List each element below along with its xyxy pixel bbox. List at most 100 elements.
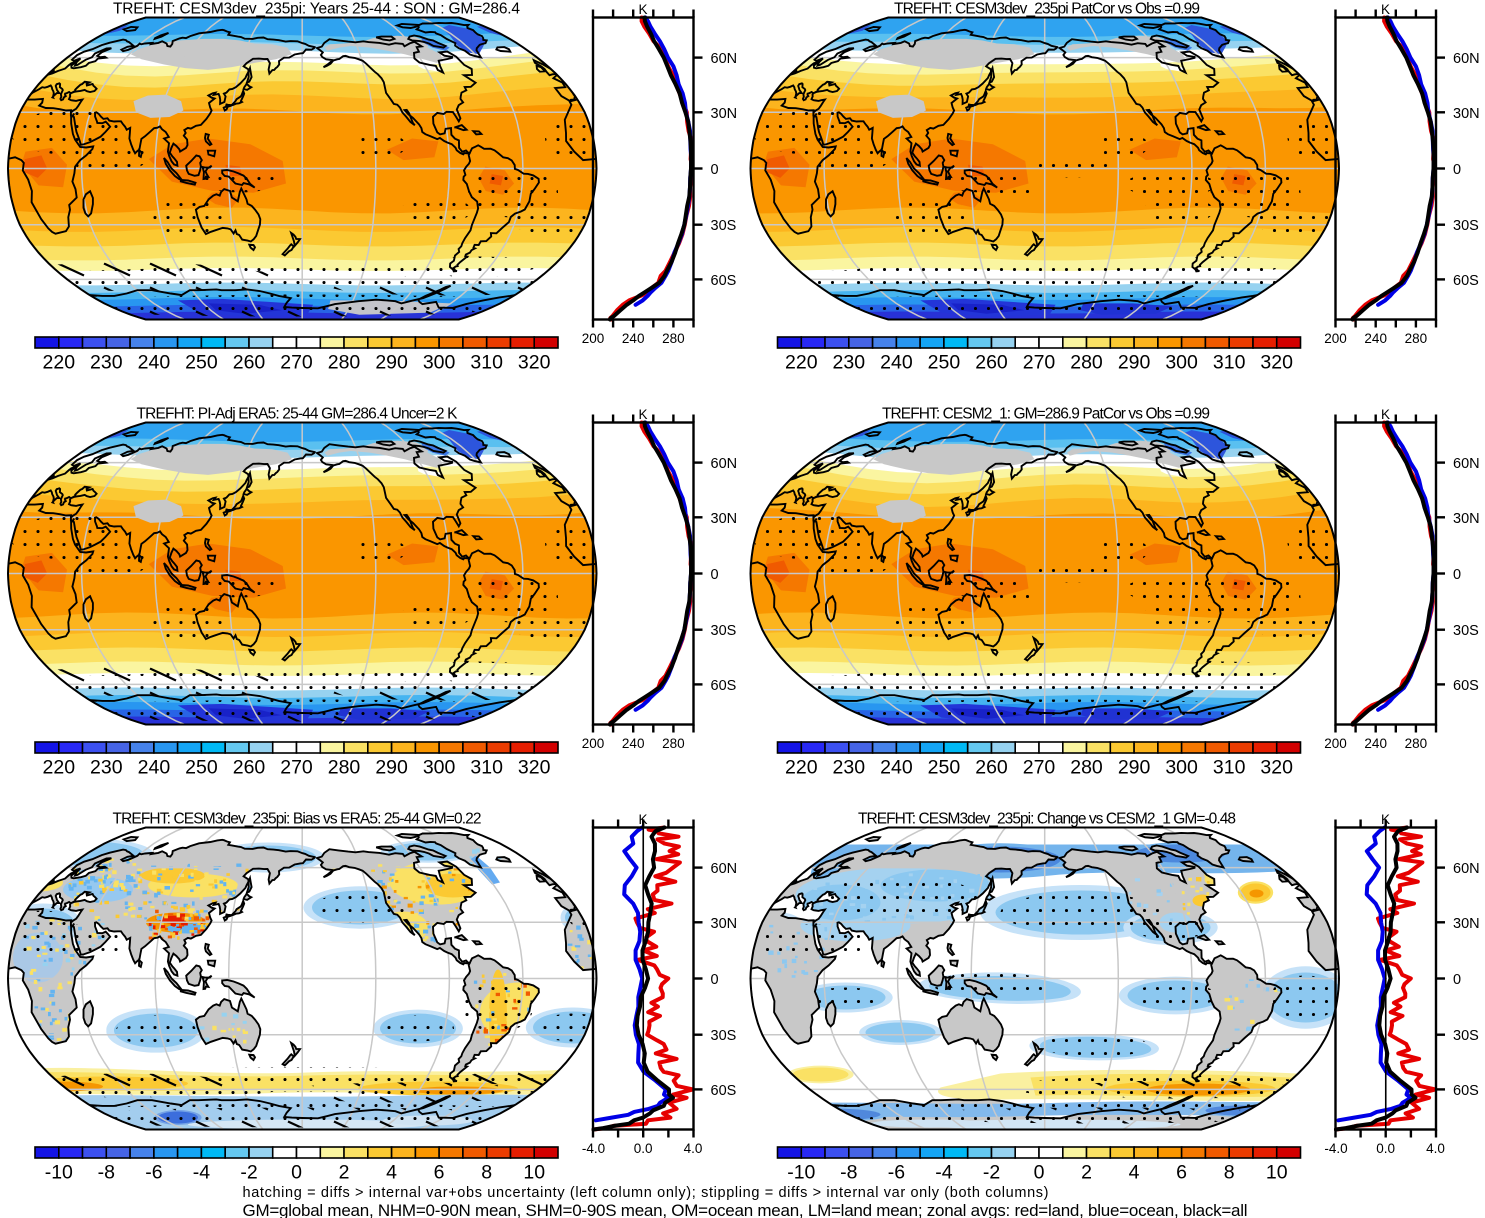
svg-text:280: 280 — [328, 352, 361, 374]
svg-text:4.0: 4.0 — [684, 1141, 703, 1156]
svg-text:60S: 60S — [711, 1083, 737, 1099]
svg-text:220: 220 — [785, 757, 818, 779]
svg-text:0: 0 — [711, 972, 719, 988]
svg-text:290: 290 — [375, 757, 408, 779]
svg-text:250: 250 — [928, 757, 961, 779]
svg-text:0: 0 — [291, 1162, 302, 1184]
svg-text:K: K — [638, 407, 647, 422]
svg-text:230: 230 — [90, 352, 123, 374]
svg-text:30S: 30S — [1453, 623, 1479, 639]
svg-text:0: 0 — [711, 162, 719, 178]
svg-text:2: 2 — [1081, 1162, 1092, 1184]
svg-text:-8: -8 — [98, 1162, 115, 1184]
svg-text:280: 280 — [328, 757, 361, 779]
svg-text:60N: 60N — [711, 51, 738, 67]
svg-text:60N: 60N — [1453, 861, 1480, 877]
svg-text:K: K — [638, 812, 647, 827]
svg-text:30S: 30S — [711, 1028, 737, 1044]
svg-text:-2: -2 — [983, 1162, 1000, 1184]
svg-text:30N: 30N — [1453, 511, 1480, 527]
svg-text:230: 230 — [833, 757, 866, 779]
svg-text:270: 270 — [280, 757, 313, 779]
svg-text:60N: 60N — [711, 861, 738, 877]
svg-text:4: 4 — [386, 1162, 397, 1184]
svg-text:4: 4 — [1129, 1162, 1140, 1184]
svg-text:310: 310 — [470, 352, 503, 374]
svg-text:280: 280 — [1405, 736, 1428, 751]
svg-text:K: K — [638, 2, 647, 17]
svg-text:30S: 30S — [711, 218, 737, 234]
svg-text:30S: 30S — [1453, 218, 1479, 234]
svg-text:280: 280 — [662, 736, 685, 751]
svg-text:-4.0: -4.0 — [582, 1141, 605, 1156]
svg-text:-4: -4 — [935, 1162, 952, 1184]
svg-text:320: 320 — [518, 352, 551, 374]
svg-text:-8: -8 — [840, 1162, 857, 1184]
svg-text:6: 6 — [1176, 1162, 1187, 1184]
svg-text:2: 2 — [339, 1162, 350, 1184]
svg-text:250: 250 — [928, 352, 961, 374]
svg-text:30S: 30S — [1453, 1028, 1479, 1044]
svg-text:8: 8 — [481, 1162, 492, 1184]
svg-text:6: 6 — [434, 1162, 445, 1184]
svg-text:0: 0 — [1453, 972, 1461, 988]
svg-text:TREFHT: PI-Adj ERA5: 25-44 GM=: TREFHT: PI-Adj ERA5: 25-44 GM=286.4 Unce… — [137, 406, 459, 423]
svg-text:280: 280 — [1405, 331, 1428, 346]
svg-text:10: 10 — [1266, 1162, 1288, 1184]
svg-text:200: 200 — [1324, 331, 1347, 346]
svg-text:230: 230 — [90, 757, 123, 779]
svg-text:60S: 60S — [1453, 1083, 1479, 1099]
svg-text:320: 320 — [1260, 757, 1293, 779]
svg-text:260: 260 — [233, 352, 266, 374]
svg-text:240: 240 — [138, 352, 171, 374]
svg-text:280: 280 — [662, 331, 685, 346]
svg-text:270: 270 — [280, 352, 313, 374]
svg-text:310: 310 — [1213, 757, 1246, 779]
svg-text:60N: 60N — [1453, 51, 1480, 67]
svg-text:TREFHT: CESM2_1: GM=286.9 PatC: TREFHT: CESM2_1: GM=286.9 PatCor vs Obs … — [882, 406, 1210, 423]
svg-text:60S: 60S — [711, 273, 737, 289]
svg-text:10: 10 — [523, 1162, 545, 1184]
svg-text:60S: 60S — [1453, 678, 1479, 694]
svg-text:290: 290 — [1118, 757, 1151, 779]
svg-text:30N: 30N — [711, 916, 738, 932]
svg-text:200: 200 — [582, 331, 605, 346]
svg-text:TREFHT: CESM3dev_235pi: Change: TREFHT: CESM3dev_235pi: Change vs CESM2_… — [858, 811, 1236, 828]
svg-text:TREFHT: CESM3dev_235pi PatCor: TREFHT: CESM3dev_235pi PatCor vs Obs =0.… — [894, 1, 1200, 18]
svg-text:290: 290 — [1118, 352, 1151, 374]
svg-text:30N: 30N — [1453, 916, 1480, 932]
svg-text:TREFHT: CESM3dev_235pi: Years: TREFHT: CESM3dev_235pi: Years 25-44 : SO… — [113, 1, 520, 18]
svg-text:240: 240 — [138, 757, 171, 779]
svg-text:30N: 30N — [1453, 106, 1480, 122]
svg-text:220: 220 — [43, 757, 76, 779]
svg-text:240: 240 — [622, 331, 645, 346]
svg-text:200: 200 — [582, 736, 605, 751]
svg-text:K: K — [1381, 2, 1390, 17]
svg-text:-10: -10 — [787, 1162, 815, 1184]
svg-text:60S: 60S — [711, 678, 737, 694]
svg-text:-4: -4 — [193, 1162, 210, 1184]
svg-text:270: 270 — [1023, 352, 1056, 374]
svg-text:60S: 60S — [1453, 273, 1479, 289]
svg-text:260: 260 — [975, 352, 1008, 374]
svg-text:240: 240 — [1364, 331, 1387, 346]
svg-text:230: 230 — [833, 352, 866, 374]
svg-text:-4.0: -4.0 — [1324, 1141, 1347, 1156]
svg-text:250: 250 — [185, 352, 218, 374]
svg-text:290: 290 — [375, 352, 408, 374]
svg-text:0.0: 0.0 — [634, 1141, 653, 1156]
svg-text:270: 270 — [1023, 757, 1056, 779]
svg-text:260: 260 — [233, 757, 266, 779]
svg-text:320: 320 — [1260, 352, 1293, 374]
svg-text:-10: -10 — [45, 1162, 73, 1184]
svg-text:-2: -2 — [240, 1162, 257, 1184]
svg-text:0: 0 — [1034, 1162, 1045, 1184]
svg-text:200: 200 — [1324, 736, 1347, 751]
svg-text:K: K — [1381, 812, 1390, 827]
svg-text:310: 310 — [470, 757, 503, 779]
svg-text:260: 260 — [975, 757, 1008, 779]
svg-text:0: 0 — [1453, 162, 1461, 178]
svg-text:240: 240 — [622, 736, 645, 751]
svg-text:240: 240 — [880, 352, 913, 374]
svg-text:240: 240 — [1364, 736, 1387, 751]
